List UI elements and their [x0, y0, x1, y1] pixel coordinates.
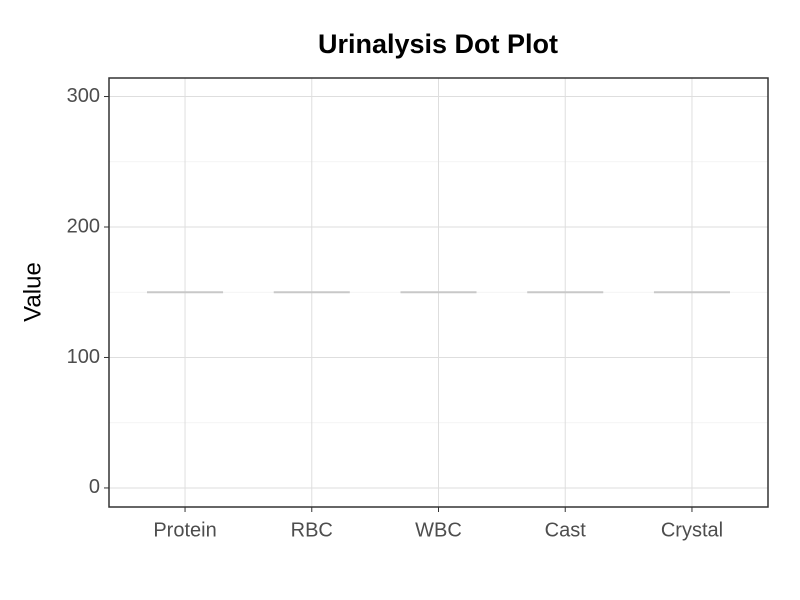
- y-axis-title: Value: [19, 262, 46, 322]
- panel-border: [108, 77, 769, 508]
- y-tick-label: 100: [67, 346, 100, 368]
- x-tick-label: WBC: [415, 519, 462, 541]
- x-tick-label: Crystal: [661, 519, 723, 541]
- y-tick-label: 200: [67, 215, 100, 237]
- x-tick-label: Protein: [153, 519, 216, 541]
- y-tick-label: 300: [67, 85, 100, 107]
- chart-title: Urinalysis Dot Plot: [318, 29, 558, 59]
- x-tick-label: RBC: [291, 519, 333, 541]
- x-tick-label: Cast: [545, 519, 587, 541]
- y-tick-label: 0: [89, 476, 100, 498]
